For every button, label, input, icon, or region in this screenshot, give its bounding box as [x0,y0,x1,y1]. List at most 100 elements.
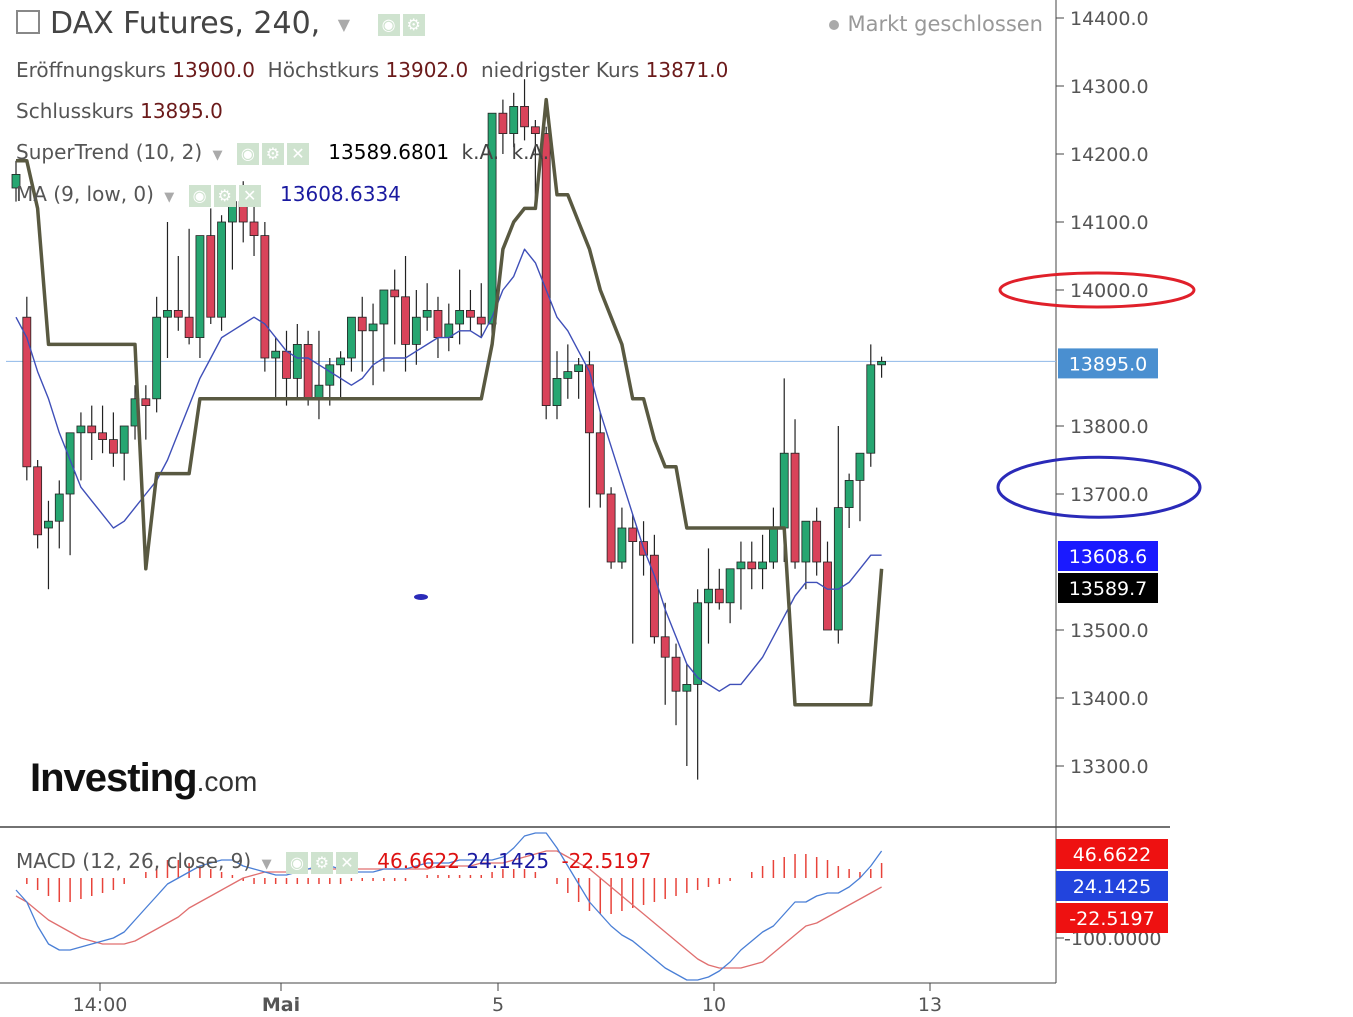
candle-body[interactable] [87,425,97,434]
candle-body[interactable] [108,439,118,454]
candle-body[interactable] [790,452,800,563]
candle-body[interactable] [314,384,324,400]
candle-body[interactable] [303,343,313,400]
gear-icon[interactable]: ⚙ [402,13,425,36]
candle-body[interactable] [22,316,32,468]
candle-body[interactable] [660,636,670,658]
candle-body[interactable] [336,357,346,366]
candle-body[interactable] [649,554,659,638]
candle-body[interactable] [76,425,86,434]
candle-body[interactable] [357,316,367,332]
supertrend-label: SuperTrend (10, 2) [16,140,203,164]
candle-body[interactable] [682,684,692,692]
candle-body[interactable] [44,520,53,529]
candle-body[interactable] [725,568,735,604]
candle-body[interactable] [585,364,594,434]
x-tick-label: 13 [918,994,942,1016]
candle-body[interactable] [877,360,886,366]
candle-body[interactable] [217,221,226,318]
candle-body[interactable] [347,316,356,359]
candle-body[interactable] [833,507,843,631]
gear-icon[interactable]: ⚙ [261,142,284,165]
close-icon[interactable]: ✕ [286,142,309,165]
candle-body[interactable] [595,432,605,495]
candle-body[interactable] [65,432,75,495]
candle-body[interactable] [195,235,205,339]
candle-body[interactable] [552,377,562,406]
candle-body[interactable] [98,432,107,440]
candle-body[interactable] [823,561,832,631]
candle-body[interactable] [184,316,194,339]
candle-body[interactable] [152,316,162,400]
candle-body[interactable] [33,466,43,536]
eye-icon[interactable]: ◉ [285,851,308,874]
candle-body[interactable] [520,106,529,128]
close-icon[interactable]: ✕ [238,184,261,207]
eye-icon[interactable]: ◉ [188,184,211,207]
candle-body[interactable] [801,520,811,563]
candle-body[interactable] [292,343,302,379]
candle-body[interactable] [769,527,778,563]
candle-body[interactable] [119,425,129,454]
eye-icon[interactable]: ◉ [236,142,259,165]
collapse-icon[interactable] [16,9,40,34]
supertrend-line [16,97,884,707]
chevron-down-icon[interactable]: ▼ [337,15,351,34]
low-label: niedrigster Kurs [480,58,640,82]
close-icon[interactable]: ✕ [335,851,358,874]
candle-body[interactable] [541,133,551,407]
gear-icon[interactable]: ⚙ [310,851,333,874]
candle-body[interactable] [855,452,865,481]
candle-body[interactable] [693,602,703,685]
ma-chevron-icon[interactable]: ▼ [164,190,175,205]
macd-chevron-icon[interactable]: ▼ [261,857,272,872]
candle-body[interactable] [747,561,757,570]
candle-body[interactable] [530,126,540,135]
candle-body[interactable] [368,323,378,332]
gear-icon[interactable]: ⚙ [213,184,236,207]
candle-body[interactable] [574,364,584,372]
candle-body[interactable] [617,527,627,563]
candle-body[interactable] [758,561,767,570]
annotation-dot [414,594,428,600]
candle-body[interactable] [736,561,746,570]
candle-body[interactable] [866,364,876,454]
candle-body[interactable] [54,493,64,522]
candle-body[interactable] [141,398,151,406]
candle-body[interactable] [671,656,681,692]
candle-body[interactable] [206,235,216,318]
candle-body[interactable] [401,296,410,345]
candle-body[interactable] [563,371,573,379]
candle-body[interactable] [163,309,172,318]
candle-body[interactable] [498,112,508,134]
high-label: Höchstkurs [267,58,380,82]
candle-body[interactable] [379,289,389,325]
candle-body[interactable] [422,309,432,318]
candle-body[interactable] [455,309,465,325]
candle-body[interactable] [606,493,616,563]
candle-body[interactable] [433,309,443,338]
candle-body[interactable] [390,289,400,298]
candle-body[interactable] [844,479,854,508]
candle-body[interactable] [466,309,475,318]
candle-body[interactable] [282,350,291,379]
candle-body[interactable] [509,106,519,135]
candle-body[interactable] [704,588,713,604]
candle-body[interactable] [325,364,335,386]
x-tick-label: 14:00 [73,994,128,1016]
candle-body[interactable] [779,452,789,529]
candle-body[interactable] [260,235,270,359]
candle-body[interactable] [628,527,638,543]
candle-body[interactable] [249,221,259,236]
candle-body[interactable] [173,309,183,318]
candle-body[interactable] [271,350,281,359]
candle-body[interactable] [411,316,421,345]
eye-icon[interactable]: ◉ [377,13,400,36]
candle-body[interactable] [812,520,822,563]
candle-body[interactable] [487,112,497,325]
candle-body[interactable] [476,316,486,325]
candle-body[interactable] [11,173,21,189]
supertrend-chevron-icon[interactable]: ▼ [212,148,223,163]
candle-body[interactable] [714,588,724,604]
